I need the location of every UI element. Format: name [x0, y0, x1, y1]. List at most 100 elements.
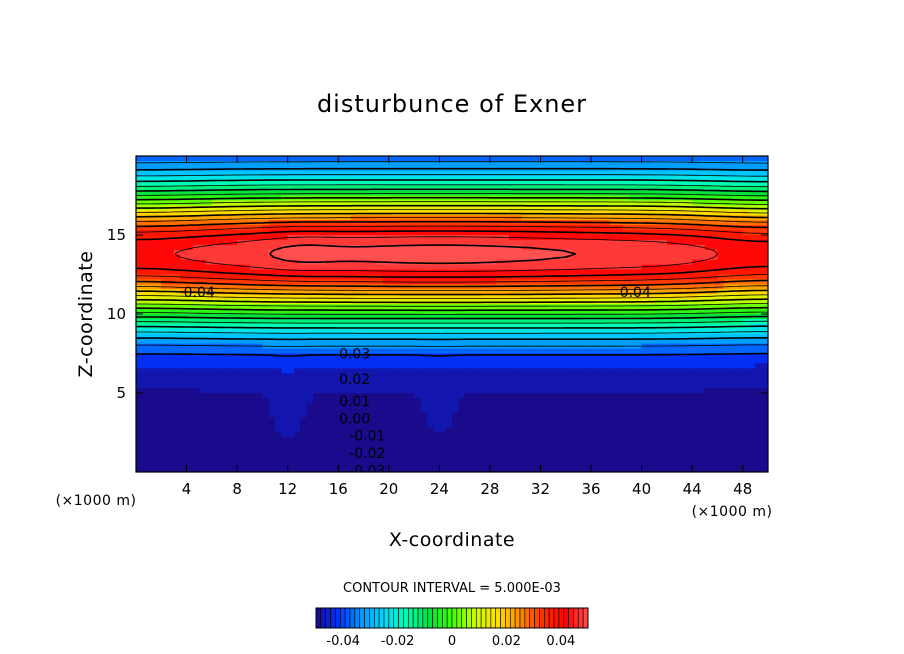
contour-band-cell — [508, 304, 516, 310]
contour-band-cell — [136, 259, 143, 266]
contour-band-cell — [711, 210, 719, 216]
contour-band-cell — [565, 205, 573, 211]
contour-band-cell — [331, 314, 339, 320]
contour-band-cell — [205, 180, 213, 187]
contour-band-cell — [597, 205, 605, 211]
contour-band-cell — [635, 205, 643, 211]
contour-band-cell — [243, 358, 251, 364]
contour-band-cell — [730, 249, 737, 256]
contour-band-cell — [331, 160, 339, 167]
contour-band-cell — [338, 304, 346, 310]
contour-band-cell — [249, 348, 257, 355]
contour-band-cell — [565, 378, 573, 384]
contour-band-cell — [287, 175, 295, 182]
contour-band-cell — [205, 318, 213, 325]
contour-band-cell — [641, 388, 649, 394]
contour-band-cell — [692, 279, 700, 285]
contour-band-cell — [414, 289, 421, 295]
contour-band-cell — [470, 264, 478, 271]
contour-band-cell — [584, 249, 592, 256]
contour-band-cell — [489, 378, 497, 384]
contour-band-cell — [521, 393, 529, 399]
contour-band-cell — [508, 289, 516, 295]
contour-band-cell — [692, 348, 700, 355]
contour-band-cell — [521, 289, 529, 295]
contour-band-cell — [445, 249, 453, 256]
contour-band-cell — [603, 388, 611, 394]
contour-band-cell — [192, 343, 200, 350]
contour-band-cell — [237, 393, 245, 399]
contour-band-cell — [407, 393, 415, 399]
contour-band-cell — [218, 393, 226, 399]
contour-band-cell — [673, 254, 681, 261]
contour-band-cell — [306, 304, 314, 310]
contour-band-cell — [376, 170, 384, 177]
contour-band-cell — [180, 378, 188, 384]
contour-band-cell — [369, 388, 377, 394]
contour-band-cell — [559, 328, 567, 335]
contour-band-cell — [610, 264, 617, 271]
contour-band-cell — [591, 393, 598, 399]
contour-band-cell — [616, 393, 624, 399]
contour-band-cell — [180, 368, 188, 374]
contour-band-cell — [363, 269, 371, 276]
contour-band-cell — [300, 175, 308, 182]
contour-band-cell — [211, 333, 219, 340]
contour-band-cell — [565, 309, 573, 315]
contour-band-cell — [508, 328, 516, 335]
contour-band-cell — [338, 323, 346, 330]
contour-band-cell — [591, 225, 598, 231]
contour-band-cell — [452, 180, 459, 187]
contour-band-cell — [445, 185, 453, 192]
contour-band-cell — [616, 185, 624, 192]
contour-band-cell — [761, 274, 768, 281]
contour-band-cell — [717, 269, 725, 276]
contour-band-cell — [294, 284, 301, 290]
contour-band-cell — [730, 393, 737, 399]
contour-band-cell — [742, 383, 750, 389]
contour-band-cell — [711, 348, 719, 355]
contour-band-cell — [464, 323, 472, 330]
contour-band-cell — [395, 368, 403, 374]
contour-band-cell — [654, 170, 662, 177]
contour-band-cell — [591, 180, 598, 187]
contour-band-cell — [433, 205, 440, 211]
contour-band-cell — [338, 348, 346, 355]
contour-band-cell — [148, 185, 156, 192]
contour-band-cell — [622, 289, 630, 295]
contour-band-cell — [565, 200, 573, 206]
contour-band-cell — [635, 373, 643, 379]
contour-band-cell — [591, 358, 598, 364]
contour-band-cell — [338, 353, 346, 360]
contour-band-cell — [452, 200, 459, 206]
contour-band-cell — [382, 309, 390, 315]
contour-band-cell — [338, 264, 346, 271]
contour-band-cell — [218, 343, 226, 350]
contour-band-cell — [496, 388, 504, 394]
contour-band-cell — [142, 160, 150, 167]
contour-band-cell — [173, 393, 181, 399]
contour-band-cell — [660, 348, 668, 355]
contour-band-cell — [256, 289, 263, 295]
contour-band-cell — [173, 244, 181, 251]
contour-band-cell — [546, 230, 554, 236]
contour-band-cell — [591, 294, 598, 300]
contour-band-cell — [439, 358, 447, 364]
contour-band-cell — [489, 309, 497, 315]
contour-band-cell — [376, 264, 384, 271]
contour-band-cell — [338, 328, 346, 335]
contour-band-cell — [521, 239, 529, 246]
contour-band-cell — [527, 304, 535, 310]
contour-band-cell — [641, 393, 649, 399]
contour-band-cell — [414, 363, 421, 369]
contour-band-cell — [445, 160, 453, 167]
contour-band-cell — [527, 309, 535, 315]
contour-band-cell — [369, 220, 377, 226]
contour-band-cell — [647, 358, 655, 364]
contour-band-cell — [319, 175, 327, 182]
contour-band-cell — [237, 185, 245, 192]
contour-band-cell — [578, 274, 586, 281]
contour-band-cell — [344, 378, 352, 384]
contour-band-cell — [294, 383, 301, 389]
contour-band-cell — [363, 185, 371, 192]
